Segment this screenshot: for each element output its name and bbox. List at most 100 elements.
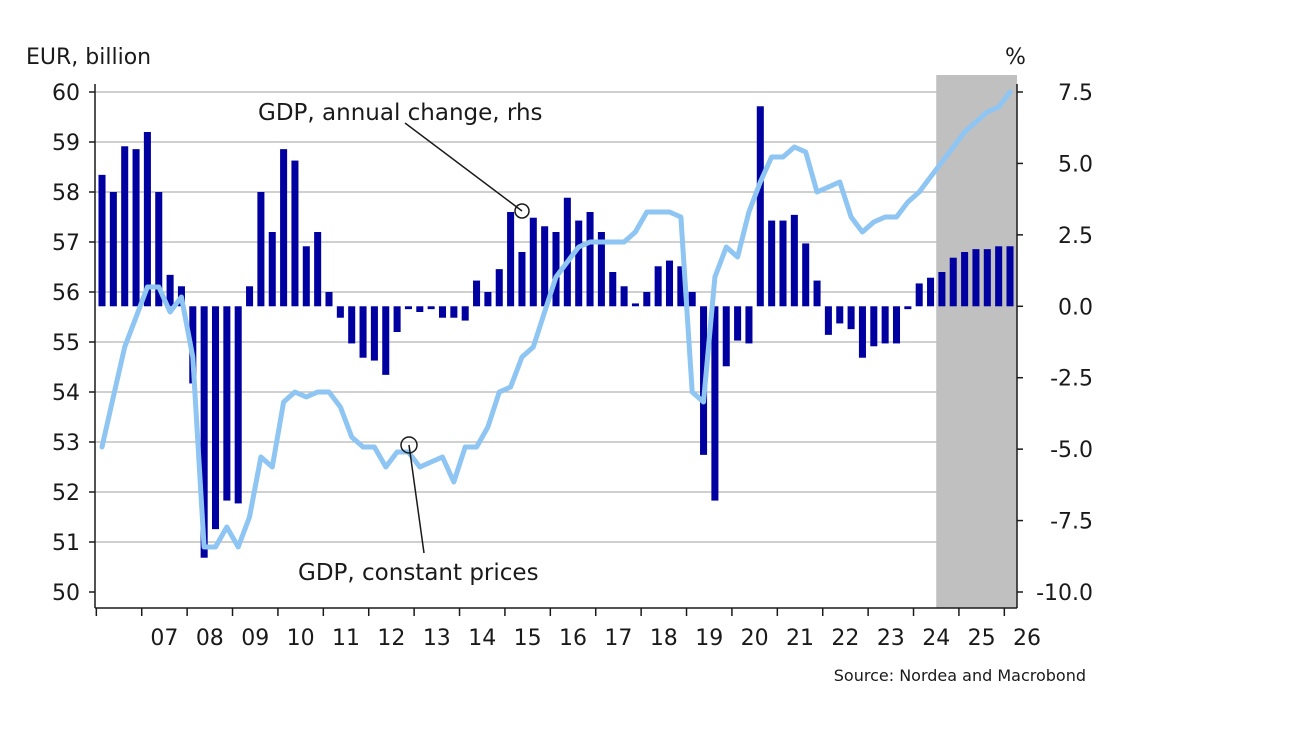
- left-tick-label: 57: [52, 231, 80, 256]
- bar: [98, 174, 106, 307]
- bar: [291, 160, 299, 307]
- right-tick-label: -7.5: [1050, 510, 1093, 535]
- bar: [983, 249, 991, 307]
- bar: [892, 306, 901, 344]
- bar: [575, 220, 583, 307]
- bar: [518, 252, 526, 307]
- bar: [858, 306, 866, 358]
- bar: [450, 306, 458, 318]
- bar: [631, 303, 639, 307]
- x-tick-label: 19: [695, 626, 723, 651]
- bar: [961, 252, 969, 307]
- bar: [870, 306, 878, 347]
- x-tick-label: 26: [1013, 626, 1041, 651]
- bar: [836, 306, 844, 324]
- bar: [234, 306, 242, 504]
- left-axis-ticks: 60 59 58 57 56 55 54 53 52 51 50: [52, 81, 95, 606]
- bar: [211, 306, 220, 530]
- left-tick-label: 58: [52, 181, 80, 206]
- x-tick-label: 17: [604, 626, 632, 651]
- bar: [166, 274, 174, 307]
- right-tick-label: 0.0: [1058, 295, 1093, 320]
- bar: [325, 292, 333, 307]
- bar: [529, 217, 537, 307]
- forecast-shading: [936, 75, 1017, 608]
- bar: [586, 212, 594, 307]
- bar: [132, 149, 140, 307]
- right-tick-label: -2.5: [1050, 367, 1093, 392]
- bar: [756, 106, 764, 307]
- bar: [438, 306, 447, 318]
- bar: [824, 306, 832, 335]
- bar: [473, 280, 481, 307]
- bar: [927, 277, 935, 307]
- x-tick-label: 12: [377, 626, 405, 651]
- bar: [461, 306, 469, 321]
- left-tick-label: 52: [52, 481, 80, 506]
- bar: [121, 146, 129, 307]
- forecast-region: [936, 75, 1017, 608]
- bar: [348, 306, 356, 344]
- bar: [302, 246, 310, 307]
- left-tick-label: 51: [52, 531, 80, 556]
- bar: [427, 306, 435, 310]
- bar: [665, 260, 674, 307]
- bar: [314, 232, 322, 307]
- left-tick-label: 60: [52, 81, 80, 106]
- bar: [359, 306, 367, 358]
- bar: [416, 306, 424, 312]
- right-axis-title: %: [1005, 45, 1026, 70]
- right-tick-label: -5.0: [1050, 438, 1093, 463]
- bar: [507, 212, 515, 307]
- bar: [280, 149, 288, 307]
- gridlines: [95, 91, 1017, 543]
- left-tick-label: 59: [52, 131, 80, 156]
- annotation-bars-marker: [514, 203, 530, 219]
- x-tick-label: 08: [196, 626, 224, 651]
- bar: [881, 306, 889, 344]
- bar: [972, 249, 980, 307]
- annotation-line-label: GDP, constant prices: [298, 560, 539, 586]
- left-tick-label: 54: [52, 381, 80, 406]
- bar: [734, 306, 742, 341]
- annotation-line-leader: [408, 444, 425, 554]
- x-tick-label: 18: [650, 626, 678, 651]
- bar: [143, 132, 151, 307]
- bar: [654, 266, 662, 307]
- right-axis-ticks: 7.5 5.0 2.5 0.0 -2.5 -5.0 -7.5 -10.0: [1017, 81, 1093, 606]
- annotation-bars-leader: [404, 122, 523, 212]
- bar: [745, 306, 753, 344]
- bar: [597, 232, 605, 307]
- left-tick-label: 55: [52, 331, 80, 356]
- bar: [336, 306, 344, 318]
- bar: [847, 306, 855, 330]
- right-tick-label: 5.0: [1058, 152, 1093, 177]
- bar: [200, 306, 208, 558]
- bar: [790, 214, 798, 307]
- x-tick-label: 20: [741, 626, 769, 651]
- annotation-line: GDP, constant prices: [298, 436, 539, 586]
- annotation-bars-label: GDP, annual change, rhs: [258, 100, 543, 126]
- bar: [995, 246, 1003, 307]
- right-tick-label: -10.0: [1036, 581, 1093, 606]
- bar: [915, 283, 923, 307]
- x-tick-label: 24: [922, 626, 950, 651]
- bar: [382, 306, 390, 375]
- bar: [552, 232, 560, 307]
- x-tick-label: 09: [241, 626, 269, 651]
- x-tick-label: 07: [150, 626, 178, 651]
- bar: [904, 306, 912, 310]
- gdp-line: [99, 89, 1013, 550]
- x-tick-label: 23: [877, 626, 905, 651]
- bar: [404, 306, 412, 310]
- bar-series: [98, 106, 1014, 558]
- x-tick-label: 22: [831, 626, 859, 651]
- bar: [677, 266, 685, 307]
- bar: [938, 272, 946, 307]
- bar: [484, 292, 492, 307]
- right-tick-label: 2.5: [1058, 224, 1093, 249]
- annotation-bars: GDP, annual change, rhs: [258, 100, 543, 219]
- bar: [609, 272, 617, 307]
- x-tick-label: 10: [287, 626, 315, 651]
